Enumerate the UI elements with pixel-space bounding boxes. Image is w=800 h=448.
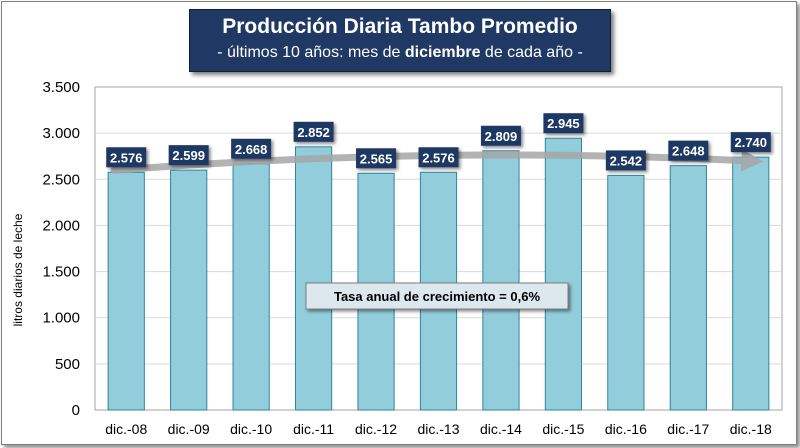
y-tick-label: 500 bbox=[55, 356, 80, 373]
x-tick-label: dic.-13 bbox=[417, 421, 459, 437]
data-label-bg bbox=[293, 121, 334, 142]
annotation-text: Tasa anual de crecimiento = 0,6% bbox=[334, 289, 540, 304]
x-tick-label: dic.-12 bbox=[355, 421, 397, 437]
data-label: 2.945 bbox=[547, 116, 580, 131]
annotation-group: Tasa anual de crecimiento = 0,6% bbox=[305, 282, 569, 310]
annotation-box bbox=[305, 282, 569, 310]
bars bbox=[107, 137, 770, 411]
y-tick-label: 1.500 bbox=[42, 264, 80, 281]
x-tick-label: dic.-17 bbox=[667, 421, 709, 437]
data-label-group: 2.852 bbox=[293, 121, 334, 142]
x-tick-label: dic.-18 bbox=[730, 421, 772, 437]
data-label: 2.648 bbox=[672, 144, 705, 159]
chart-title: Producción Diaria Tambo Promedio bbox=[222, 15, 578, 38]
data-label: 2.599 bbox=[172, 148, 205, 163]
y-axis-ticks: 0 500 1.000 1.500 2.000 2.500 3.000 3.500 bbox=[42, 79, 80, 419]
bar bbox=[232, 163, 270, 411]
data-label-bg bbox=[480, 125, 521, 146]
data-label-bg bbox=[730, 132, 771, 153]
bar bbox=[170, 169, 208, 411]
x-tick-label: dic.-08 bbox=[105, 421, 147, 437]
data-label-bg bbox=[356, 148, 397, 169]
data-label-group: 2.576 bbox=[106, 147, 147, 168]
data-label-bg bbox=[668, 140, 709, 161]
data-label: 2.565 bbox=[360, 151, 393, 166]
x-tick-label: dic.-14 bbox=[480, 421, 522, 437]
data-label: 2.542 bbox=[610, 153, 643, 168]
data-label: 2.852 bbox=[297, 125, 330, 140]
bar bbox=[607, 174, 645, 411]
x-tick-label: dic.-09 bbox=[168, 421, 210, 437]
data-label-bg bbox=[106, 147, 147, 168]
y-tick-label: 2.000 bbox=[42, 217, 80, 234]
data-label-group: 2.576 bbox=[418, 147, 459, 168]
data-label-group: 2.740 bbox=[730, 132, 771, 153]
data-label-group: 2.945 bbox=[543, 113, 584, 134]
x-tick-label: dic.-15 bbox=[542, 421, 584, 437]
subtitle-prefix: - últimos 10 años: mes de bbox=[217, 44, 405, 61]
bar bbox=[732, 156, 770, 411]
bar bbox=[107, 171, 145, 411]
x-tick-label: dic.-11 bbox=[293, 421, 334, 437]
y-tick-label: 0 bbox=[72, 402, 80, 419]
y-tick-label: 1.000 bbox=[42, 310, 80, 327]
data-label: 2.809 bbox=[485, 129, 518, 144]
y-tick-label: 2.500 bbox=[42, 171, 80, 188]
data-label: 2.740 bbox=[734, 135, 767, 150]
data-label: 2.576 bbox=[110, 150, 143, 165]
data-label-group: 2.542 bbox=[605, 150, 646, 171]
x-tick-label: dic.-10 bbox=[230, 421, 272, 437]
bar bbox=[294, 146, 333, 411]
chart-subtitle: - últimos 10 años: mes de diciembre de c… bbox=[190, 41, 610, 65]
x-tick-label: dic.-16 bbox=[605, 421, 647, 437]
data-labels: 2.576 2.599 2.668 2.852 2.565 2.576 2.809 2.945… bbox=[106, 113, 771, 171]
y-axis-label: litros diarios de leche bbox=[11, 213, 25, 326]
bar bbox=[669, 165, 707, 411]
data-label: 2.576 bbox=[422, 150, 455, 165]
data-label-group: 2.809 bbox=[480, 125, 521, 146]
data-label-group: 2.565 bbox=[356, 148, 397, 169]
subtitle-suffix: de cada año - bbox=[480, 44, 583, 61]
y-axis-label-wrapper: litros diarios de leche bbox=[11, 213, 25, 326]
bar bbox=[544, 137, 583, 411]
y-tick-label: 3.500 bbox=[42, 79, 80, 96]
data-label-bg bbox=[231, 138, 272, 159]
y-tick-label: 3.000 bbox=[42, 125, 80, 142]
data-label-bg bbox=[543, 113, 584, 134]
data-label-group: 2.599 bbox=[168, 145, 209, 166]
data-label: 2.668 bbox=[235, 142, 268, 157]
data-label-bg bbox=[605, 150, 646, 171]
data-label-group: 2.668 bbox=[231, 138, 272, 159]
data-label-bg bbox=[168, 145, 209, 166]
x-axis-ticks: dic.-08 dic.-09 dic.-10 dic.-11 dic.-12 dic.-… bbox=[105, 421, 772, 437]
bar bbox=[482, 150, 520, 411]
data-label-group: 2.648 bbox=[668, 140, 709, 161]
data-label-bg bbox=[418, 147, 459, 168]
subtitle-bold: diciembre bbox=[404, 44, 481, 61]
chart-title-box: Producción Diaria Tambo Promedio - últim… bbox=[189, 9, 611, 72]
